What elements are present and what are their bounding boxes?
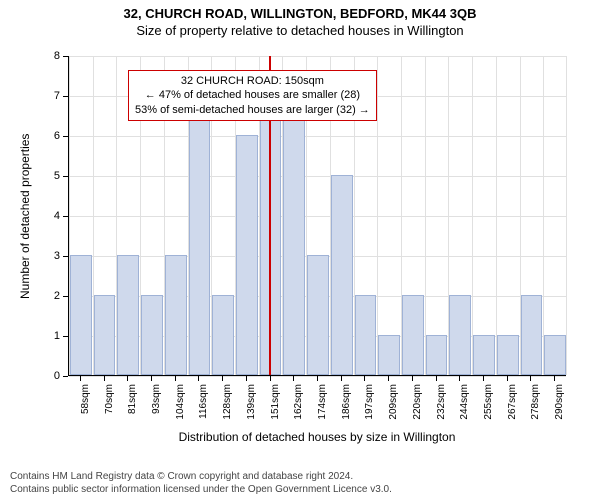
xtick-label: 151sqm bbox=[270, 384, 281, 434]
bar bbox=[307, 255, 329, 375]
xtick-label: 290sqm bbox=[554, 384, 565, 434]
bar bbox=[449, 295, 471, 375]
xtick-label: 139sqm bbox=[246, 384, 257, 434]
xtick-label: 116sqm bbox=[198, 384, 209, 434]
ytick-label: 7 bbox=[0, 90, 60, 102]
xtick-label: 244sqm bbox=[459, 384, 470, 434]
ytick-label: 8 bbox=[0, 50, 60, 62]
bar bbox=[141, 295, 163, 375]
bar bbox=[402, 295, 424, 375]
bar bbox=[473, 335, 495, 375]
bar bbox=[283, 95, 305, 375]
bar bbox=[189, 95, 211, 375]
ytick-label: 1 bbox=[0, 330, 60, 342]
footer-line-1: Contains HM Land Registry data © Crown c… bbox=[10, 470, 590, 483]
y-axis-label: Number of detached properties bbox=[18, 134, 32, 299]
annotation-box: 32 CHURCH ROAD: 150sqm← 47% of detached … bbox=[128, 70, 377, 121]
xtick-label: 174sqm bbox=[317, 384, 328, 434]
bar bbox=[117, 255, 139, 375]
x-axis-label: Distribution of detached houses by size … bbox=[68, 430, 566, 444]
xtick-label: 58sqm bbox=[80, 384, 91, 434]
bar bbox=[70, 255, 92, 375]
footer: Contains HM Land Registry data © Crown c… bbox=[0, 470, 600, 496]
bar bbox=[378, 335, 400, 375]
xtick-label: 209sqm bbox=[388, 384, 399, 434]
xtick-label: 81sqm bbox=[127, 384, 138, 434]
bar bbox=[521, 295, 543, 375]
xtick-label: 162sqm bbox=[293, 384, 304, 434]
bar bbox=[94, 295, 116, 375]
bar bbox=[355, 295, 377, 375]
xtick-label: 186sqm bbox=[341, 384, 352, 434]
annotation-line: 32 CHURCH ROAD: 150sqm bbox=[135, 74, 370, 88]
footer-line-2: Contains public sector information licen… bbox=[10, 483, 590, 496]
histogram-chart: 01234567858sqm70sqm81sqm93sqm104sqm116sq… bbox=[0, 0, 600, 500]
xtick-label: 255sqm bbox=[483, 384, 494, 434]
xtick-label: 267sqm bbox=[507, 384, 518, 434]
bar bbox=[212, 295, 234, 375]
xtick-label: 220sqm bbox=[412, 384, 423, 434]
xtick-label: 128sqm bbox=[222, 384, 233, 434]
xtick-label: 232sqm bbox=[436, 384, 447, 434]
bar bbox=[331, 175, 353, 375]
bar bbox=[426, 335, 448, 375]
ytick-label: 0 bbox=[0, 370, 60, 382]
xtick-label: 278sqm bbox=[530, 384, 541, 434]
bar bbox=[544, 335, 566, 375]
xtick-label: 93sqm bbox=[151, 384, 162, 434]
xtick-label: 197sqm bbox=[364, 384, 375, 434]
xtick-label: 104sqm bbox=[175, 384, 186, 434]
bar bbox=[165, 255, 187, 375]
bar bbox=[497, 335, 519, 375]
bar bbox=[236, 135, 258, 375]
xtick-label: 70sqm bbox=[104, 384, 115, 434]
annotation-line: 53% of semi-detached houses are larger (… bbox=[135, 103, 370, 117]
annotation-line: ← 47% of detached houses are smaller (28… bbox=[135, 88, 370, 102]
